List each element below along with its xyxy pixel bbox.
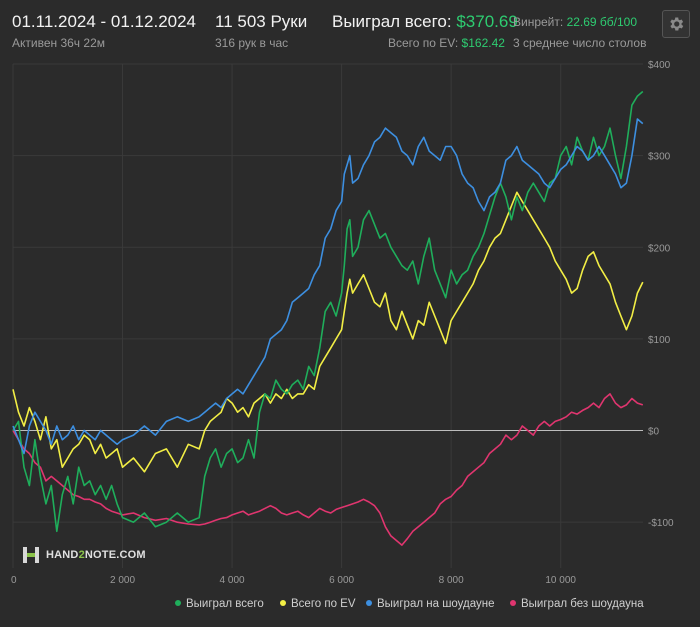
ev-total-value: $162.42: [461, 36, 505, 50]
x-tick-label: 8 000: [439, 575, 464, 586]
active-time: Активен 36ч 22м: [12, 36, 105, 50]
settings-button[interactable]: [662, 10, 690, 38]
legend-item-ev[interactable]: Всего по EV: [280, 598, 356, 610]
legend-dot: [510, 600, 516, 606]
won-total: Выиграл всего: $370.69: [332, 12, 518, 32]
x-tick-label: 0: [11, 575, 17, 586]
x-tick-label: 4 000: [220, 575, 245, 586]
y-tick-label: $200: [648, 243, 671, 254]
winrate-value: 22.69 бб/100: [566, 15, 638, 29]
legend-item-showdown[interactable]: Выиграл на шоудауне: [366, 598, 495, 610]
series-line-non-showdown: [12, 393, 644, 546]
series-line-won: [12, 90, 644, 533]
gear-icon: [670, 17, 684, 31]
chart-legend: Выиграл всего Всего по EV Выиграл на шоу…: [0, 598, 700, 618]
legend-dot: [175, 600, 181, 606]
legend-item-non-showdown[interactable]: Выиграл без шоудауна: [510, 598, 644, 610]
series-line-ev: [12, 191, 644, 473]
hands-per-hour: 316 рук в час: [215, 36, 289, 50]
y-tick-label: $300: [648, 152, 671, 163]
y-tick-label: $400: [648, 60, 671, 71]
logo-text: HAND2NOTE.COM: [46, 549, 146, 561]
legend-item-won[interactable]: Выиграл всего: [175, 598, 264, 610]
ev-total: Всего по EV: $162.42: [388, 36, 505, 50]
won-total-label: Выиграл всего:: [332, 12, 452, 31]
y-tick-label: -$100: [648, 518, 674, 529]
tables-average: 3 среднее число столов: [513, 36, 647, 50]
x-tick-label: 6 000: [329, 575, 354, 586]
y-tick-label: $0: [648, 427, 660, 438]
line-chart: $400 $300 $200 $100 $0 -$100 0 2 000 4 000 6 000 8…: [11, 60, 674, 586]
x-tick-label: 2 000: [110, 575, 135, 586]
hand2note-logo-icon: [23, 547, 39, 563]
y-tick-label: $100: [648, 335, 671, 346]
legend-dot: [280, 600, 286, 606]
summary-header: 01.11.2024 - 01.12.2024 Активен 36ч 22м …: [0, 0, 700, 60]
date-range[interactable]: 01.11.2024 - 01.12.2024: [12, 12, 197, 31]
x-tick-label: 10 000: [545, 575, 576, 586]
won-total-value: $370.69: [456, 12, 518, 31]
winrate-label: Винрейт:: [513, 15, 564, 29]
hands-count: 11 503 Руки: [215, 12, 308, 31]
legend-dot: [366, 600, 372, 606]
ev-total-label: Всего по EV:: [388, 36, 459, 50]
winrate: Винрейт: 22.69 бб/100: [513, 15, 637, 29]
series-line-showdown: [12, 118, 644, 455]
